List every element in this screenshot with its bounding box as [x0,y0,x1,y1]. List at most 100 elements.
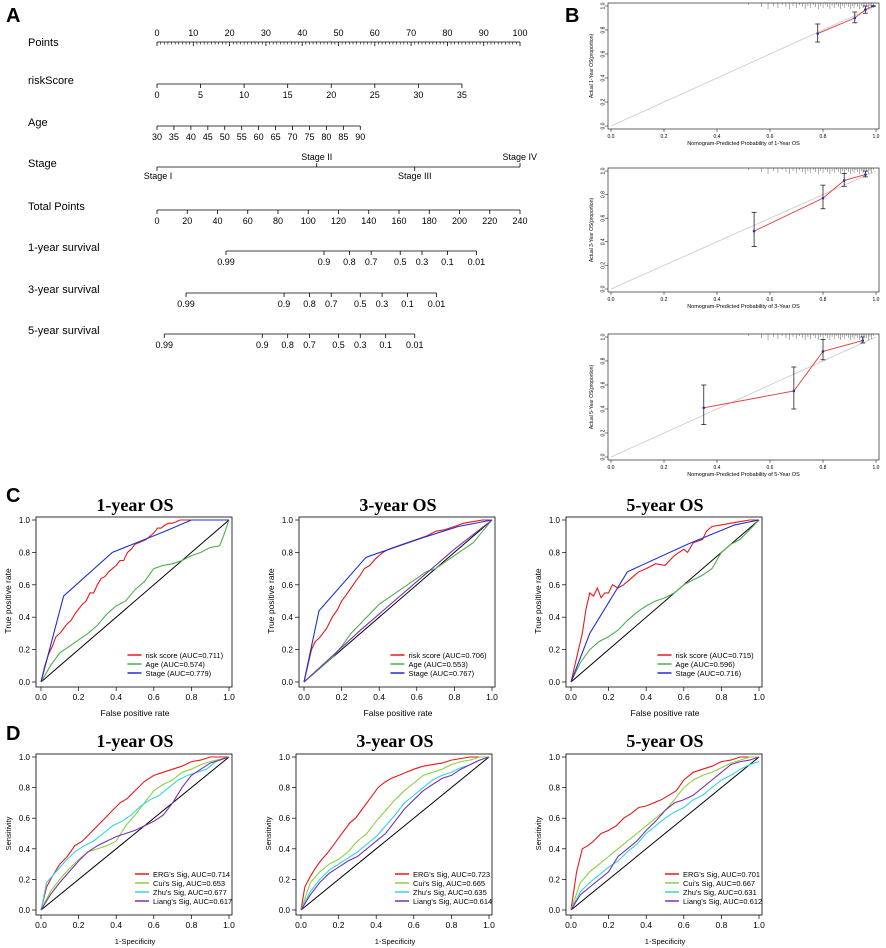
tick-label: 80 [273,216,283,226]
calibration-point [872,4,875,8]
tick-label: 120 [331,216,346,226]
x-tick-label: 0.8 [448,692,460,702]
legend-entry: Stage (AUC=0.779) [145,669,211,678]
chart-title: 5-year OS [626,731,703,751]
y-tick-label: 0.4 [601,238,607,245]
roc-c-1-year: 1-year OS 0.0 0.0 0.2 0.2 0.4 0.4 0.6 0.6 0.8 0.8 1… [3,495,235,718]
plot-frame [565,516,763,688]
y-tick-label: 0.6 [19,581,31,590]
panel-label-a: A [6,5,20,27]
y-tick-label: 0.4 [282,613,294,622]
x-tick-label: 1.0 [223,692,235,702]
chart-title: 1-year OS [96,731,173,751]
row-label: Age [28,117,48,129]
tick-label: 0.9 [278,299,291,309]
x-tick-label: 0.2 [661,134,668,140]
x-tick-label: 0.0 [35,692,47,702]
tick-label: 45 [203,132,213,142]
y-tick-label: 1.0 [282,516,294,525]
y-tick-label: 0.4 [19,613,31,622]
tick-label: 0.5 [332,340,345,350]
chart-title: 3-year OS [359,495,436,515]
tick-label: 0.7 [365,257,378,267]
y-axis-label: Actual 5-Year OS(proportion) [589,365,595,430]
y-tick-label: 0.8 [279,784,291,793]
legend-entry: Stage (AUC=0.716) [675,669,741,678]
calibration-point [702,406,706,410]
tick-label: Stage IV [502,152,537,162]
diagonal-line [300,756,490,911]
legend-entry: ERG's Sig, AUC=0.723 [413,870,490,879]
tick-label: 180 [422,216,437,226]
roc-d-3-year: 3-year OS 0.0 0.0 0.2 0.2 0.4 0.4 0.6 0.6 0.8 0.8 1… [264,731,495,946]
tick-label: 50 [333,28,343,38]
roc-curve [570,756,760,911]
legend-entry: Zhu's Sig, AUC=0.631 [683,888,757,897]
x-tick-label: 1.0 [873,465,880,471]
legend-entry: Age (AUC=0.596) [675,660,735,669]
tick-label: 80 [442,28,452,38]
tick-label: 0.8 [343,257,356,267]
tick-label: Stage III [398,171,432,181]
tick-label: 0.5 [354,299,367,309]
tick-label: 0.99 [177,299,195,309]
calibration-5-year: 0.0 0.2 0.4 0.6 0.8 1.0 0.0 0.2 0.4 0.6 0.8 1.0 Nomo… [589,333,880,478]
plot-frame [35,753,233,916]
y-tick-label: 0.8 [282,548,294,557]
x-axis-label: False positive rate [101,708,170,718]
y-tick-label: 0.6 [601,215,607,222]
y-tick-label: 0.0 [19,906,31,915]
tick-label: 70 [406,28,416,38]
legend-entry: risk score (AUC=0.711) [145,651,223,660]
tick-label: 55 [237,132,247,142]
y-tick-label: 0.4 [19,845,31,854]
legend-entry: Cui's Sig, AUC=0.667 [683,879,755,888]
x-tick-label: 0.0 [35,920,47,930]
tick-label: 30 [261,28,271,38]
y-tick-label: 1.0 [279,753,291,762]
x-tick-label: 0.0 [298,692,310,702]
row-label: Stage [28,158,57,170]
y-tick-label: 0.8 [19,548,31,557]
tick-label: 0.3 [354,340,367,350]
row-label: riskScore [28,75,74,87]
x-tick-label: 0.4 [373,692,385,702]
x-tick-label: 0.4 [640,920,652,930]
calibration-point [821,350,825,353]
x-axis-label: Nomogram-Predicted Probability of 3-Year… [687,304,800,310]
legend-entry: Cui's Sig, AUC=0.665 [413,879,485,888]
y-tick-label: 1.0 [549,753,561,762]
tick-label: 60 [243,216,253,226]
legend-entry: Liang's Sig, AUC=0.617 [153,897,232,906]
tick-label: 100 [301,216,316,226]
diagonal-line [303,519,493,683]
calibration-line [817,5,874,35]
diagonal-line [40,519,230,683]
y-tick-label: 1.0 [601,2,607,9]
tick-label: 15 [283,90,293,100]
x-tick-label: 0.6 [767,297,774,303]
tick-label: 60 [254,132,264,142]
tick-label: 0.99 [217,257,235,267]
legend-entry: Cui's Sig, AUC=0.653 [153,879,225,888]
row-label: 3-year survival [28,284,100,296]
row-label: Points [28,37,59,49]
y-tick-label: 1.0 [601,333,607,340]
x-tick-label: 0.0 [565,692,577,702]
tick-label: 40 [212,216,222,226]
tick-label: 20 [225,28,235,38]
x-tick-label: 0.2 [603,692,615,702]
calibration-1-year: 0.0 0.2 0.4 0.6 0.8 1.0 0.0 0.2 0.4 0.6 0.8 1.0 Nomo… [589,2,880,147]
tick-label: 20 [182,216,192,226]
tick-label: 90 [479,28,489,38]
tick-label: 140 [361,216,376,226]
y-tick-label: 0.0 [279,906,291,915]
x-tick-label: 0.2 [661,297,668,303]
y-tick-label: 0.0 [282,678,294,687]
x-tick-label: 0.4 [714,465,721,471]
roc-curve [40,519,229,683]
roc-curve [300,756,490,911]
row-label: Total Points [28,201,85,213]
panel-label-c: C [6,485,20,507]
